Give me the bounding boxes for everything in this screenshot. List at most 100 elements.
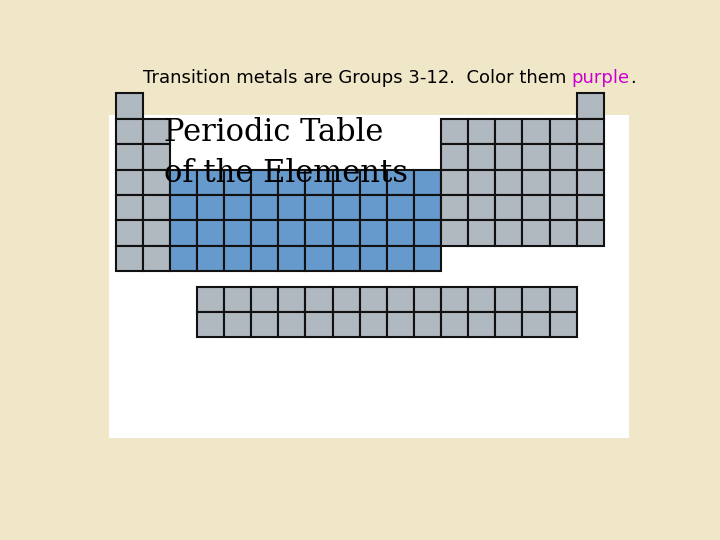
Bar — [414, 312, 441, 338]
Bar — [143, 170, 170, 195]
Text: purple: purple — [572, 69, 630, 87]
Bar — [251, 287, 279, 312]
Bar — [279, 195, 305, 220]
Bar — [523, 170, 549, 195]
Bar — [279, 246, 305, 271]
Bar — [468, 312, 495, 338]
Bar — [468, 195, 495, 220]
Bar — [305, 170, 333, 195]
Bar — [360, 195, 387, 220]
Bar — [441, 144, 468, 170]
Bar — [577, 93, 604, 119]
Bar — [305, 287, 333, 312]
Bar — [279, 170, 305, 195]
Bar — [305, 246, 333, 271]
Bar — [495, 119, 523, 144]
Bar — [495, 170, 523, 195]
Bar — [305, 312, 333, 338]
Text: .: . — [630, 69, 636, 87]
Bar — [387, 195, 414, 220]
Bar — [360, 312, 387, 338]
Bar — [197, 195, 224, 220]
Bar — [387, 312, 414, 338]
Bar — [387, 246, 414, 271]
Bar — [414, 170, 441, 195]
Bar — [441, 287, 468, 312]
Bar — [523, 220, 549, 246]
Bar — [116, 220, 143, 246]
Bar — [333, 246, 360, 271]
Bar — [170, 195, 197, 220]
Bar — [468, 287, 495, 312]
Bar — [143, 144, 170, 170]
Bar — [523, 287, 549, 312]
Bar — [468, 220, 495, 246]
Bar — [441, 119, 468, 144]
Bar — [441, 312, 468, 338]
Bar — [441, 220, 468, 246]
Bar — [549, 287, 577, 312]
Bar — [333, 220, 360, 246]
Bar — [360, 287, 387, 312]
Bar — [170, 246, 197, 271]
Bar — [441, 195, 468, 220]
Bar — [224, 312, 251, 338]
Bar — [360, 220, 387, 246]
Bar — [577, 170, 604, 195]
Bar — [577, 220, 604, 246]
Bar — [414, 220, 441, 246]
Bar — [116, 144, 143, 170]
Bar — [577, 119, 604, 144]
Bar — [495, 287, 523, 312]
Bar — [143, 195, 170, 220]
Bar — [549, 220, 577, 246]
Bar — [197, 220, 224, 246]
Bar — [468, 170, 495, 195]
Bar — [279, 220, 305, 246]
Bar — [549, 119, 577, 144]
Bar — [577, 195, 604, 220]
Bar — [360, 246, 387, 271]
Bar — [116, 170, 143, 195]
Bar — [224, 220, 251, 246]
Bar — [224, 246, 251, 271]
Text: Transition metals are Groups 3-12.  Color them: Transition metals are Groups 3-12. Color… — [143, 69, 572, 87]
Bar — [197, 287, 224, 312]
Bar — [224, 170, 251, 195]
Bar — [387, 287, 414, 312]
Bar — [549, 312, 577, 338]
Bar — [495, 220, 523, 246]
Bar — [116, 93, 143, 119]
Bar — [170, 170, 197, 195]
Bar — [549, 195, 577, 220]
Bar — [109, 115, 629, 438]
Bar — [279, 287, 305, 312]
Bar — [523, 312, 549, 338]
Bar — [116, 195, 143, 220]
Bar — [224, 195, 251, 220]
Bar — [333, 195, 360, 220]
Bar — [577, 144, 604, 170]
Bar — [116, 119, 143, 144]
Bar — [251, 195, 279, 220]
Bar — [387, 170, 414, 195]
Bar — [251, 170, 279, 195]
Bar — [251, 220, 279, 246]
Bar — [197, 170, 224, 195]
Bar — [495, 312, 523, 338]
Bar — [495, 195, 523, 220]
Bar — [495, 144, 523, 170]
Bar — [197, 246, 224, 271]
Bar — [523, 144, 549, 170]
Bar — [523, 195, 549, 220]
Bar — [414, 246, 441, 271]
Bar — [414, 195, 441, 220]
Bar — [224, 287, 251, 312]
Bar — [468, 119, 495, 144]
Bar — [143, 246, 170, 271]
Bar — [360, 170, 387, 195]
Bar — [387, 220, 414, 246]
Bar — [549, 170, 577, 195]
Bar — [170, 220, 197, 246]
Bar — [468, 144, 495, 170]
